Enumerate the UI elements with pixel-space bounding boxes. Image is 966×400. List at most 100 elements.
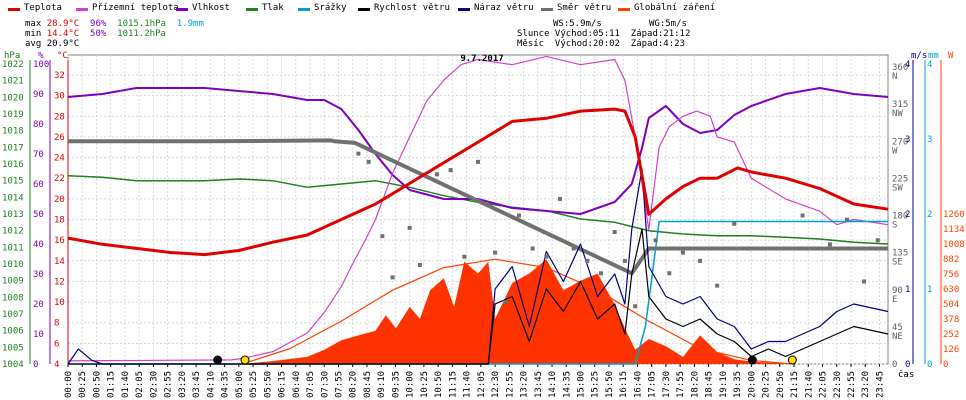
series-směr-větru xyxy=(68,138,888,276)
wind-dir-point xyxy=(390,275,395,280)
legend-swatch xyxy=(76,8,88,11)
wind-dir-point xyxy=(845,217,849,222)
x-tick-label: 04:35 xyxy=(221,371,231,398)
w-tick-label: 630 xyxy=(943,285,959,295)
dir-tick-label: 270 xyxy=(892,137,908,147)
x-tick-label: 23:45 xyxy=(875,371,885,398)
mm-tick-label: 2 xyxy=(927,210,932,220)
series-vlhkost xyxy=(67,87,889,215)
x-tick-label: 07:05 xyxy=(306,371,316,398)
w-tick-label: 504 xyxy=(943,300,959,310)
hpa-tick-label: 1004 xyxy=(2,360,24,370)
pct-tick-label: 0 xyxy=(33,360,38,370)
dir-tick-label: 360 xyxy=(892,63,908,73)
x-tick-label: 10:25 xyxy=(420,371,430,398)
dir-name-label: NE xyxy=(892,332,903,342)
mm-tick-label: 3 xyxy=(927,135,932,145)
hpa-tick-label: 1007 xyxy=(2,310,24,320)
legend-swatch xyxy=(541,8,553,11)
ms-tick-label: 1 xyxy=(905,285,910,295)
temp-tick-label: 8 xyxy=(54,319,59,329)
hpa-tick-label: 1019 xyxy=(2,110,24,120)
x-tick-label: 08:45 xyxy=(363,371,373,398)
wind-dir-point xyxy=(698,258,703,263)
x-tick-label: 05:50 xyxy=(263,371,273,398)
x-tick-label: 12:30 xyxy=(491,371,501,398)
wind-dir-point xyxy=(653,238,658,243)
temp-tick-label: 12 xyxy=(54,277,65,287)
ms-tick-label: 4 xyxy=(905,60,910,70)
stats-min: min 14.4°C 50% 1011.2hPa xyxy=(25,29,166,39)
wind-dir-point xyxy=(612,230,617,234)
pct-axis-label: % xyxy=(38,51,44,61)
series-globalni-zareni xyxy=(242,259,793,364)
x-tick-label: 20:25 xyxy=(762,371,772,398)
dir-name-label: NW xyxy=(892,109,903,119)
sun-marker-sunrise xyxy=(240,355,250,365)
pct-tick-label: 80 xyxy=(33,120,44,130)
stats-moon: Měsíc Východ:20:02 Západ:4:23 xyxy=(517,39,685,49)
legend-swatch xyxy=(298,8,310,11)
dir-name-label: S xyxy=(892,221,897,231)
wind-dir-point xyxy=(407,225,412,230)
wind-dir-point xyxy=(544,254,549,259)
dir-name-label: SW xyxy=(892,183,903,193)
pct-tick-label: 20 xyxy=(33,300,44,310)
x-tick-label: 00:25 xyxy=(78,371,88,398)
hpa-tick-label: 1011 xyxy=(2,243,24,253)
temp-tick-label: 24 xyxy=(54,154,65,164)
mm-tick-label: 4 xyxy=(927,60,932,70)
stats-wg: WG:5m/s xyxy=(649,19,687,29)
series-srážky xyxy=(68,220,888,365)
x-tick-label: 05:00 xyxy=(235,371,245,398)
x-tick-label: 23:20 xyxy=(861,371,871,398)
wind-dir-point xyxy=(517,213,521,218)
series-rychlost-větru xyxy=(68,228,889,365)
hpa-tick-label: 1010 xyxy=(2,260,24,270)
w-tick-label: 882 xyxy=(943,255,959,265)
w-tick-label: 1260 xyxy=(943,210,965,220)
x-tick-label: 18:45 xyxy=(705,371,715,398)
w-tick-label: 1134 xyxy=(943,225,965,235)
x-tick-label: 02:55 xyxy=(164,371,174,398)
wind-dir-point xyxy=(356,151,361,156)
hpa-tick-label: 1008 xyxy=(2,293,24,303)
legend-swatch xyxy=(458,8,470,11)
temp-tick-label: 14 xyxy=(54,257,65,267)
x-tick-label: 12:05 xyxy=(477,371,487,398)
wind-dir-point xyxy=(462,254,467,259)
x-tick-label: 02:05 xyxy=(135,371,145,398)
hpa-tick-label: 1018 xyxy=(2,127,24,137)
hpa-tick-label: 1021 xyxy=(2,77,24,87)
pct-tick-label: 30 xyxy=(33,270,44,280)
w-tick-label: 1008 xyxy=(943,240,965,250)
hpa-tick-label: 1015 xyxy=(2,177,24,187)
x-tick-label: 14:35 xyxy=(562,371,572,398)
x-tick-label: 13:20 xyxy=(520,371,530,398)
pct-tick-label: 60 xyxy=(33,180,44,190)
x-tick-label: 01:15 xyxy=(107,371,117,398)
wind-dir-point xyxy=(448,168,453,173)
dir-name-label: SE xyxy=(892,258,903,268)
x-tick-label: 10:00 xyxy=(406,371,416,398)
x-tick-label: 11:40 xyxy=(463,371,473,398)
dir-tick-label: 45 xyxy=(892,323,903,333)
x-tick-label: 13:45 xyxy=(534,371,544,398)
x-tick-label: 14:10 xyxy=(548,371,558,398)
x-tick-label: 16:40 xyxy=(633,371,643,398)
dir-tick-label: 0 xyxy=(892,360,897,370)
wind-dir-point xyxy=(530,246,535,251)
mm-axis-label: mm xyxy=(928,51,939,61)
sun-marker-sunset xyxy=(787,355,797,365)
x-tick-label: 01:40 xyxy=(121,371,131,398)
temp-tick-label: 16 xyxy=(54,236,65,246)
x-tick-label: 11:15 xyxy=(448,371,458,398)
dir-name-label: W xyxy=(892,146,898,156)
pct-tick-label: 70 xyxy=(33,150,44,160)
stats-avg: avg 20.9°C xyxy=(25,39,80,49)
wind-dir-point xyxy=(380,234,385,239)
w-tick-label: 378 xyxy=(943,315,959,325)
x-tick-label: 22:05 xyxy=(819,371,829,398)
pct-tick-label: 10 xyxy=(33,330,44,340)
